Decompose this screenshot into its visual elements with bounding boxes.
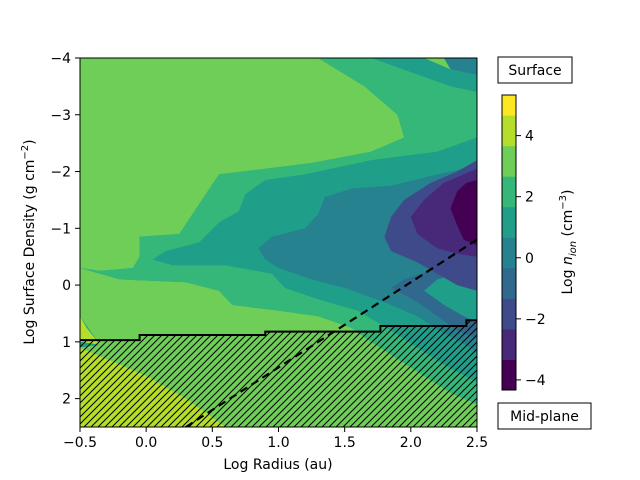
y-tick-label-1: −3 — [50, 108, 71, 124]
y-tick-label-5: 1 — [62, 335, 71, 351]
x-axis: −0.5 0.0 0.5 1.0 1.5 2.0 2.5 — [63, 427, 488, 451]
colorbar-tick-label-0: −4 — [525, 373, 546, 389]
colorbar-label: Log nion (cm−3) — [558, 189, 579, 294]
y-axis-label-sup: −2 — [20, 145, 31, 160]
hatched-boundary-line — [80, 319, 477, 342]
colorbar-segment-6 — [502, 176, 516, 208]
dashed-line — [185, 238, 477, 427]
colorbar-segment-9 — [502, 95, 516, 116]
x-tick-label-3: 1.0 — [267, 435, 289, 451]
colorbar-segment-5 — [502, 206, 516, 238]
colorbar-tick-label-2: 0 — [525, 251, 534, 267]
colorbar-label-main: Log — [560, 265, 576, 294]
colorbar-segment-0 — [502, 359, 516, 391]
y-tick-label-3: −1 — [50, 221, 71, 237]
contour-region-9-0 — [450, 180, 477, 246]
y-axis: −4 −3 −2 −1 0 1 2 — [50, 51, 80, 408]
colorbar-segment-1 — [502, 328, 516, 360]
y-tick-label-2: −2 — [50, 165, 71, 181]
y-axis-label: Log Surface Density (g cm−2) — [20, 139, 38, 344]
midplane-label: Mid-plane — [510, 409, 579, 425]
colorbar-label-symbol: n — [560, 256, 576, 265]
colorbar: −4 −2 0 2 4 — [502, 95, 546, 391]
x-tick-label-5: 2.0 — [400, 435, 422, 451]
colorbar-tick-label-1: −2 — [525, 312, 546, 328]
surface-label-box — [497, 56, 573, 84]
hatched-region-group — [80, 319, 477, 427]
surface-label: Surface — [508, 63, 561, 79]
colorbar-tick-label-4: 4 — [525, 129, 534, 145]
colorbar-segment-2 — [502, 298, 516, 330]
contour-region-2-1 — [80, 58, 405, 271]
contour-region-5-0 — [443, 58, 477, 75]
x-axis-label: Log Radius (au) — [223, 457, 332, 473]
y-axis-label-main: Log Surface Density (g cm — [22, 160, 38, 345]
contour-region-1-1 — [80, 316, 100, 345]
midplane-label-box — [497, 402, 592, 430]
contour-region-6-0 — [391, 165, 477, 339]
x-tick-label-6: 2.5 — [466, 435, 488, 451]
colorbar-tick-label-3: 2 — [525, 190, 534, 206]
colorbar-label-close: ) — [560, 189, 576, 194]
colorbar-frame — [501, 94, 517, 391]
x-tick-label-4: 1.5 — [334, 435, 356, 451]
colorbar-label-sub: ion — [568, 241, 579, 256]
colorbar-label-unit: (cm — [560, 210, 576, 241]
y-tick-label-6: 2 — [62, 392, 71, 408]
colorbar-label-sup: −3 — [558, 195, 569, 210]
colorbar-segment-4 — [502, 237, 516, 269]
colorbar-segment-8 — [502, 115, 516, 147]
colorbar-segment-7 — [502, 145, 516, 177]
x-tick-label-0: −0.5 — [63, 435, 97, 451]
contour-region-2-0 — [80, 58, 477, 101]
y-tick-label-4: 0 — [62, 278, 71, 294]
dashed-line-group — [185, 238, 477, 427]
y-tick-label-0: −4 — [50, 51, 71, 67]
y-axis-label-close: ) — [22, 139, 38, 144]
x-tick-label-2: 0.5 — [201, 435, 223, 451]
x-tick-label-1: 0.0 — [135, 435, 157, 451]
hatched-region — [80, 320, 477, 427]
colorbar-segment-3 — [502, 267, 516, 299]
